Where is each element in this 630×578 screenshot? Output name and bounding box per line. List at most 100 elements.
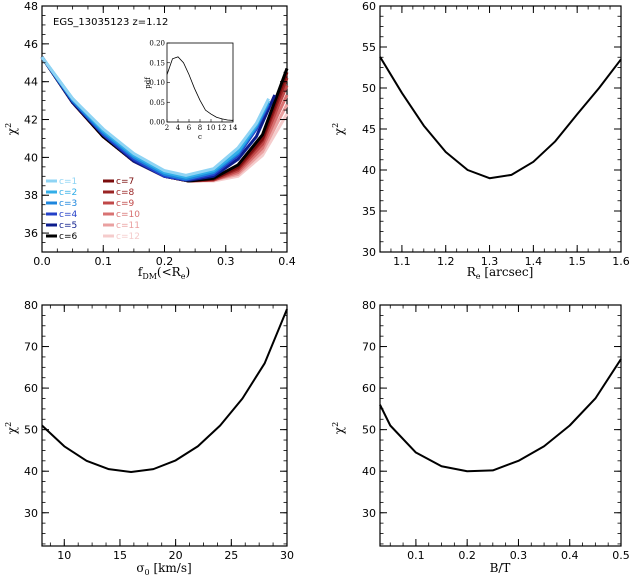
xtick-label: 0.2 <box>156 255 174 268</box>
inset-xtick-label: 4 <box>176 124 181 132</box>
ytick-label: 36 <box>24 227 38 240</box>
ytick-label: 42 <box>24 114 38 127</box>
panel-sigma-xlabel: σ0 [km/s] <box>136 561 191 577</box>
ytick-label: 70 <box>362 341 376 354</box>
xtick-label: 0.4 <box>561 549 579 562</box>
ytick-label: 60 <box>362 382 376 395</box>
panel-bt: 0.1 0.2 0.3 0.4 0.5 30 40 50 60 70 80 B/T χ2 <box>331 299 630 575</box>
xtick-label: 0.2 <box>458 549 476 562</box>
ytick-label: 50 <box>362 424 376 437</box>
legend-label: c=2 <box>59 188 77 198</box>
panel-re-curves <box>379 56 622 180</box>
series-line-chi2 <box>379 56 622 180</box>
pdf-inset: 2 4 6 8 10 12 14 0.00 0.05 0.10 0.15 0.20 pdf c <box>144 40 238 142</box>
inset-ytick-label: 0.20 <box>149 40 165 48</box>
legend-label: c=5 <box>59 221 77 231</box>
panel-bt-ylabel: χ2 <box>331 422 346 434</box>
ytick-label: 40 <box>362 465 376 478</box>
ytick-label: 46 <box>24 38 38 51</box>
xtick-label: 1.6 <box>612 255 630 268</box>
ytick-label: 30 <box>362 507 376 520</box>
xtick-label: 20 <box>169 549 183 562</box>
ytick-label: 35 <box>362 205 376 218</box>
xtick-label: 30 <box>280 549 294 562</box>
pdf-inset-line <box>166 56 234 121</box>
panel-sigma-curves <box>41 308 288 474</box>
ytick-label: 55 <box>362 41 376 54</box>
ytick-label: 40 <box>24 465 38 478</box>
inset-xtick-label: 2 <box>165 124 169 132</box>
xtick-label: 0.4 <box>278 255 296 268</box>
panel-re-ylabel: χ2 <box>331 123 346 135</box>
inset-xtick-label: 14 <box>229 124 238 132</box>
panel-bt-xlabel: B/T <box>490 561 511 575</box>
legend-label: c=6 <box>59 232 77 242</box>
ytick-label: 38 <box>24 189 38 202</box>
xtick-label: 15 <box>113 549 127 562</box>
xtick-label: 0.3 <box>510 549 528 562</box>
ytick-label: 50 <box>362 82 376 95</box>
ytick-label: 30 <box>362 246 376 259</box>
panel-bt-curves <box>379 358 622 473</box>
xtick-label: 1.5 <box>568 255 586 268</box>
pdf-inset-ticks: 2 4 6 8 10 12 14 0.00 0.05 0.10 0.15 0.20 <box>149 40 238 133</box>
ytick-label: 70 <box>24 341 38 354</box>
inset-xtick-label: 10 <box>207 124 216 132</box>
ytick-label: 40 <box>24 151 38 164</box>
inset-xtick-label: 12 <box>218 124 227 132</box>
pdf-inset-frame <box>166 42 234 123</box>
series-line-chi2 <box>379 358 622 473</box>
legend-label: c=8 <box>116 188 134 198</box>
inset-ytick-label: 0.15 <box>149 59 165 67</box>
xtick-label: 0.1 <box>407 549 425 562</box>
inset-xtick-label: 6 <box>187 124 192 132</box>
legend-label: c=10 <box>116 210 140 220</box>
panel-fdm-legend: c=1c=2c=3c=4c=5c=6 c=7c=8c=9c=10c=11c=12 <box>46 177 140 242</box>
xtick-label: 1.3 <box>481 255 499 268</box>
ytick-label: 45 <box>362 123 376 136</box>
ytick-label: 60 <box>362 0 376 13</box>
panel-bt-ticks: 0.1 0.2 0.3 0.4 0.5 30 40 50 60 70 80 <box>362 299 630 562</box>
panel-fdm-ylabel: χ2 <box>4 123 19 135</box>
xtick-label: 0.5 <box>612 549 630 562</box>
ytick-label: 80 <box>362 299 376 312</box>
panel-sigma-ticks: 10 15 20 25 30 30 40 50 60 70 80 <box>24 299 294 562</box>
inset-ytick-label: 0.05 <box>149 99 165 107</box>
legend-label: c=11 <box>116 221 140 231</box>
panel-fdm-annotation: EGS_13035123 z=1.12 <box>53 17 168 28</box>
legend-label: c=7 <box>116 177 134 187</box>
legend-label: c=1 <box>59 177 77 187</box>
inset-ytick-label: 0.00 <box>149 119 165 127</box>
xtick-label: 0.0 <box>33 255 51 268</box>
panel-fdm-curves <box>40 56 289 183</box>
legend-label: c=4 <box>59 210 77 220</box>
panel-re: 1.1 1.2 1.3 1.4 1.5 1.6 30 35 40 45 50 55 60 Re [arc… <box>331 0 630 281</box>
xtick-label: 0.3 <box>217 255 235 268</box>
legend-label: c=12 <box>116 232 140 242</box>
ytick-label: 80 <box>24 299 38 312</box>
ytick-label: 48 <box>24 0 38 13</box>
xtick-label: 1.1 <box>393 255 411 268</box>
xtick-label: 10 <box>57 549 71 562</box>
ytick-label: 50 <box>24 424 38 437</box>
series-line-c-1 <box>40 56 270 177</box>
pdf-inset-ylabel: pdf <box>144 76 152 89</box>
pdf-inset-xlabel: c <box>198 133 202 141</box>
panel-sigma-ylabel: χ2 <box>4 422 19 434</box>
ytick-label: 30 <box>24 507 38 520</box>
panel-re-frame <box>379 5 622 253</box>
legend-label: c=9 <box>116 199 134 209</box>
panel-bt-frame <box>379 304 622 547</box>
panel-sigma: 10 15 20 25 30 30 40 50 60 70 80 σ0 [km/s] χ2 <box>4 299 294 577</box>
xtick-label: 1.2 <box>437 255 455 268</box>
xtick-label: 1.4 <box>525 255 543 268</box>
panel-sigma-frame <box>41 304 288 547</box>
inset-ytick-label: 0.10 <box>149 79 165 87</box>
inset-xtick-label: 8 <box>198 124 202 132</box>
ytick-label: 40 <box>362 164 376 177</box>
ytick-label: 44 <box>24 76 38 89</box>
panel-re-ticks: 1.1 1.2 1.3 1.4 1.5 1.6 30 35 40 45 50 55 60 <box>362 0 630 268</box>
